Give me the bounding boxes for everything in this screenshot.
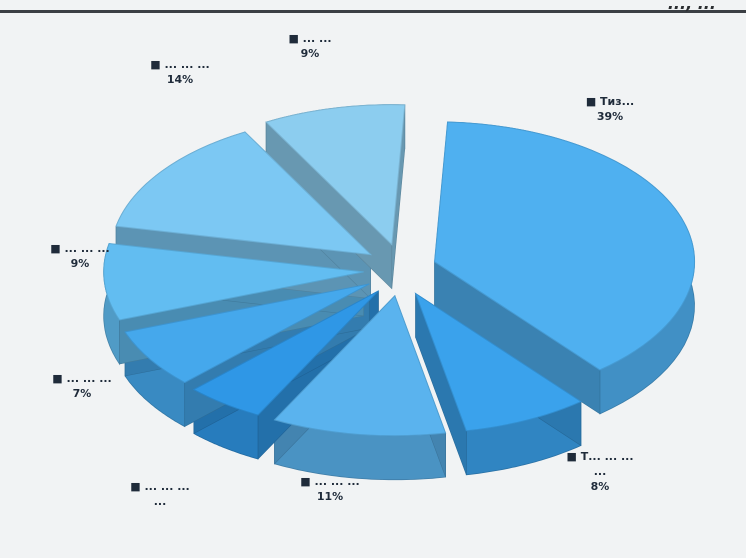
slice-label-3: ■ ... ... ......	[130, 480, 190, 508]
slice-label-7: ■ ... ... 9%	[288, 32, 331, 60]
slice-label-6: ■ ... ... ... 14%	[150, 58, 210, 86]
pie-slice-7	[265, 104, 406, 246]
pie-slice-0	[434, 121, 696, 371]
pie-labels: ■ Тиз... 39% ■ Т... ... ...... 8% ■ ... ... …	[50, 32, 634, 508]
pie-slice-5	[103, 242, 364, 321]
slice-label-0: ■ Тиз... 39%	[586, 95, 634, 123]
pie-slice-4	[124, 283, 370, 384]
slice-label-4: ■ ... ... ... 7%	[52, 372, 112, 400]
pie-slice-1	[414, 292, 582, 432]
slice-label-5: ■ ... ... ... 9%	[50, 242, 110, 270]
slice-label-1: ■ Т... ... ...... 8%	[567, 450, 634, 493]
pie-slice-3	[192, 290, 379, 416]
slice-label-2: ■ ... ... ... 11%	[300, 475, 360, 503]
pie-slice-2	[273, 294, 447, 437]
pie-slice-tops	[103, 104, 696, 437]
pie-slice-6	[115, 131, 373, 256]
top-divider	[0, 10, 746, 13]
